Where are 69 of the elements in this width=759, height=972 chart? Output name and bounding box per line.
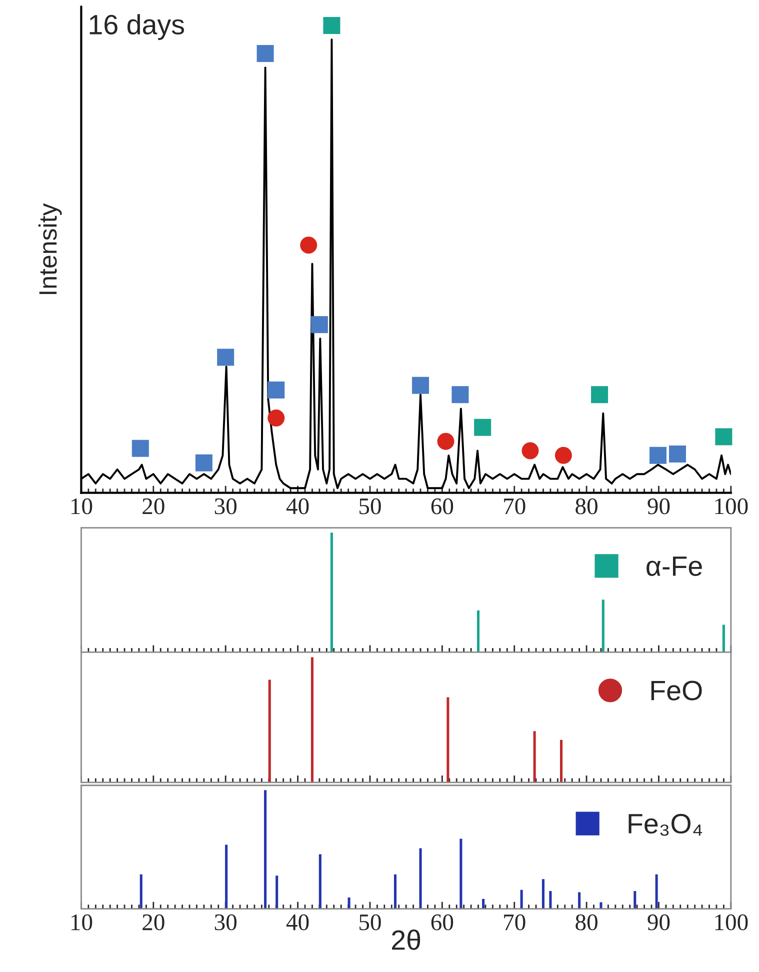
annotation: 16 days [90, 14, 184, 40]
bar [268, 680, 271, 782]
legend-label: Fe₃O₄ [628, 814, 702, 836]
point [300, 236, 318, 254]
point [310, 316, 328, 334]
x-tick-label: 20 [142, 498, 164, 514]
bar [722, 624, 725, 652]
x-tick-label: 90 [648, 914, 670, 930]
bar [542, 879, 544, 909]
bar [520, 890, 523, 909]
bar [446, 697, 450, 782]
x-tick-label: 40 [286, 914, 309, 930]
bar [419, 848, 422, 909]
bar [276, 876, 278, 909]
x-tick-label: 70 [504, 914, 526, 930]
point [715, 428, 732, 446]
legend-label: FeO [651, 680, 702, 700]
point [668, 446, 686, 463]
x-tick-label: 100 [715, 498, 748, 514]
x-tick-label: 30 [214, 914, 236, 930]
x-tick-label: 90 [648, 498, 670, 514]
point [256, 45, 274, 62]
point [474, 418, 492, 436]
bar [348, 898, 350, 909]
point [132, 440, 149, 457]
x-axis-title: 2θ [392, 930, 420, 950]
x-tick-label: 70 [504, 498, 526, 514]
x-tick-label: 60 [431, 914, 454, 930]
point [437, 432, 454, 450]
x-tick-label: 30 [214, 498, 236, 514]
point [522, 442, 539, 460]
x-tick-label: 50 [360, 914, 381, 930]
bar [140, 874, 142, 909]
bar [460, 838, 462, 909]
x-tick-label: 50 [360, 498, 381, 514]
x-tick-label: 10 [71, 914, 92, 930]
x-tick-label: 40 [286, 498, 309, 514]
bar [602, 600, 604, 652]
point [217, 348, 234, 366]
bar [264, 790, 267, 909]
x-tick-label: 80 [576, 914, 598, 930]
bar [225, 844, 228, 909]
y-axis-title: Intensity [38, 203, 62, 294]
bar [578, 892, 581, 909]
point [650, 446, 667, 464]
point [554, 446, 572, 464]
bar [476, 610, 480, 652]
x-tick-label: 20 [142, 914, 164, 930]
point [268, 410, 285, 427]
point [195, 454, 212, 472]
point [452, 386, 469, 404]
bar [330, 532, 333, 652]
bar [318, 854, 322, 909]
bar [549, 891, 552, 909]
bar [310, 657, 314, 782]
x-tick-label: 100 [715, 914, 748, 930]
bar [394, 874, 396, 909]
point [412, 376, 430, 394]
x-tick-label: 60 [431, 498, 454, 514]
point [268, 381, 285, 398]
bar [533, 731, 536, 782]
x-tick-label: 10 [71, 498, 92, 514]
legend-label: α-Fe [646, 556, 702, 576]
bar [655, 874, 658, 909]
bar [634, 891, 636, 909]
bar [560, 740, 563, 782]
point [591, 386, 608, 404]
point [323, 16, 340, 34]
x-tick-label: 80 [576, 498, 598, 514]
